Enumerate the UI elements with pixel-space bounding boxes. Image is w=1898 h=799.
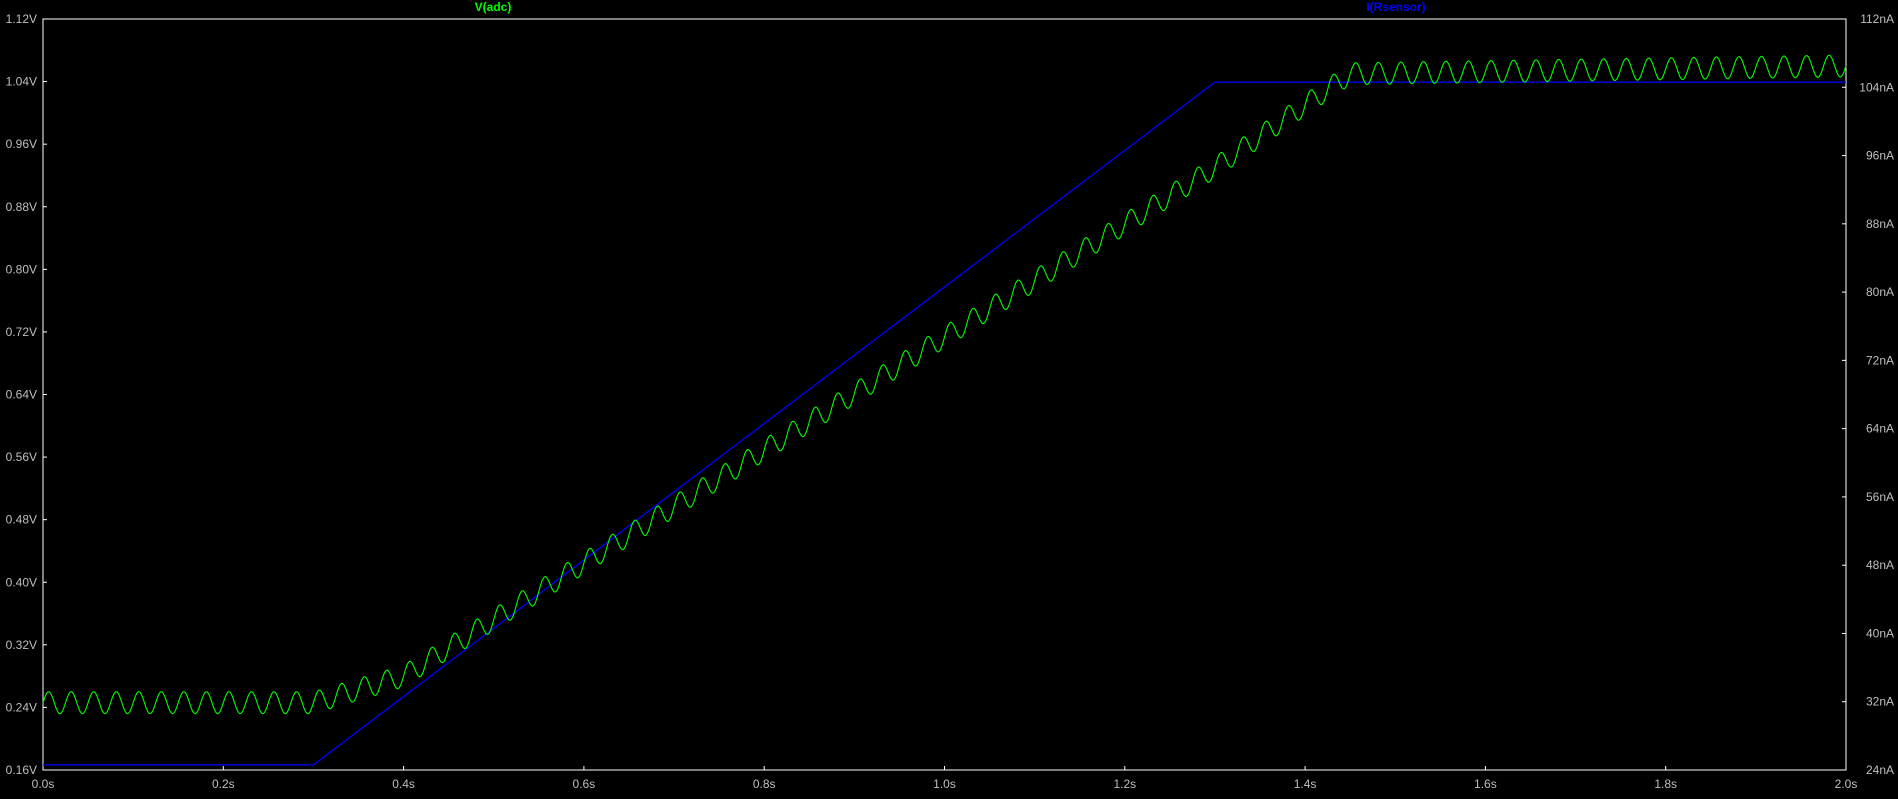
y-right-tick-label: 88nA: [1866, 217, 1894, 231]
x-tick-label: 0.0s: [32, 777, 55, 791]
x-tick-label: 0.2s: [212, 777, 235, 791]
y-left-tick-label: 0.24V: [6, 700, 37, 714]
legend-v-adc: V(adc): [475, 0, 512, 14]
x-tick-label: 1.4s: [1294, 777, 1317, 791]
x-tick-label: 0.6s: [573, 777, 596, 791]
x-tick-label: 0.8s: [753, 777, 776, 791]
y-left-tick-label: 1.04V: [6, 75, 37, 89]
y-right-tick-label: 64nA: [1866, 422, 1894, 436]
y-right-tick-label: 72nA: [1866, 353, 1894, 367]
x-tick-label: 1.6s: [1474, 777, 1497, 791]
y-left-tick-label: 0.16V: [6, 763, 37, 777]
y-right-tick-label: 56nA: [1866, 490, 1894, 504]
y-left-tick-label: 0.48V: [6, 513, 37, 527]
legend-i-rsensor: I(Rsensor): [1366, 0, 1425, 14]
y-right-tick-label: 112nA: [1860, 12, 1894, 26]
y-left-tick-label: 0.88V: [6, 200, 37, 214]
x-tick-label: 1.0s: [933, 777, 956, 791]
x-tick-label: 0.4s: [392, 777, 415, 791]
y-left-tick-label: 0.64V: [6, 388, 37, 402]
y-right-tick-label: 24nA: [1866, 763, 1894, 777]
y-right-tick-label: 104nA: [1859, 80, 1894, 94]
y-right-tick-label: 48nA: [1866, 558, 1894, 572]
x-tick-label: 2.0s: [1835, 777, 1858, 791]
y-left-tick-label: 0.32V: [6, 638, 37, 652]
y-left-tick-label: 0.80V: [6, 262, 37, 276]
y-right-tick-label: 40nA: [1866, 626, 1894, 640]
y-right-tick-label: 80nA: [1866, 285, 1894, 299]
y-left-tick-label: 1.12V: [6, 12, 37, 26]
x-tick-label: 1.8s: [1654, 777, 1677, 791]
x-tick-label: 1.2s: [1113, 777, 1136, 791]
y-left-tick-label: 0.72V: [6, 325, 37, 339]
y-left-tick-label: 0.96V: [6, 137, 37, 151]
y-right-tick-label: 96nA: [1866, 149, 1894, 163]
y-left-tick-label: 0.56V: [6, 450, 37, 464]
y-right-tick-label: 32nA: [1866, 695, 1894, 709]
y-left-tick-label: 0.40V: [6, 575, 37, 589]
